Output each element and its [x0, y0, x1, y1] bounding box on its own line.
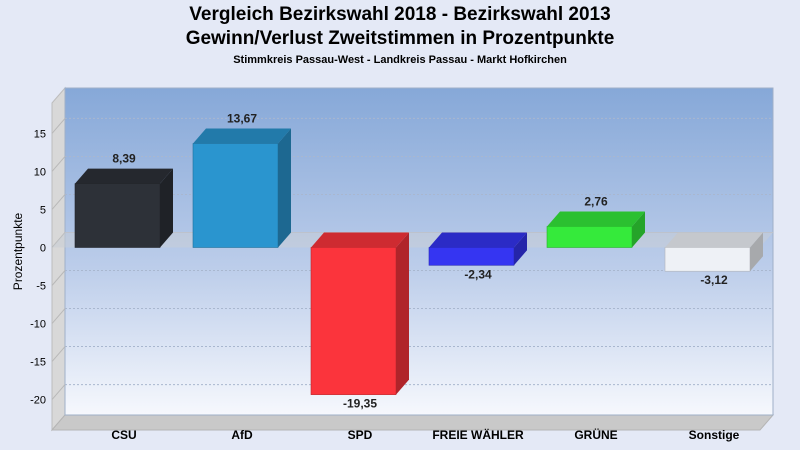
chart-subtitle-location: Stimmkreis Passau-West - Landkreis Passa…: [233, 54, 567, 66]
bar: [74, 183, 161, 248]
plot-floor: [50, 414, 775, 431]
bar: [664, 247, 751, 272]
gridline-side: [51, 308, 66, 324]
data-label: -19,35: [343, 397, 377, 411]
bar: [428, 247, 515, 266]
bar-side: [160, 168, 173, 248]
y-tick-label: -10: [30, 319, 46, 331]
bar-top: [547, 211, 645, 227]
x-tick-label: GRÜNE: [574, 427, 617, 442]
y-tick-label: 10: [34, 166, 46, 178]
y-tick-label: 15: [34, 128, 46, 140]
bar-side: [278, 128, 291, 248]
bar-side: [632, 211, 645, 248]
gridline-side: [51, 194, 66, 210]
y-tick-label: -15: [30, 357, 46, 369]
plot-back-wall: [64, 87, 774, 416]
data-label: 8,39: [112, 152, 136, 166]
bar-side: [514, 232, 527, 266]
data-label: 2,76: [584, 194, 608, 208]
gridline-side: [51, 118, 66, 134]
x-tick-label: Sonstige: [689, 428, 740, 442]
y-tick-label: 0: [40, 242, 46, 254]
y-tick-label: -5: [36, 281, 46, 293]
bar-top: [429, 232, 527, 248]
plot-side-wall: [51, 86, 66, 432]
bar-top: [311, 232, 409, 248]
bar: [192, 143, 279, 248]
data-label: 13,67: [227, 112, 257, 126]
y-tick-label: 5: [40, 204, 46, 216]
x-tick-label: CSU: [111, 428, 136, 442]
chart-subtitle: Gewinn/Verlust Zweitstimmen in Prozentpu…: [185, 28, 615, 49]
bar: [546, 226, 633, 248]
bar-top: [75, 168, 173, 184]
x-tick-label: AfD: [231, 428, 253, 442]
y-axis-label: Prozentpunkte: [11, 212, 25, 290]
x-tick-label: SPD: [348, 428, 373, 442]
gridline-side: [51, 384, 66, 400]
data-label: -2,34: [464, 267, 492, 281]
bar-side: [396, 232, 409, 395]
x-tick-label: FREIE WÄHLER: [432, 427, 524, 442]
bar-top: [665, 232, 763, 248]
y-tick-label: -20: [30, 395, 46, 407]
gridline-side: [51, 156, 66, 172]
bar-top: [193, 128, 291, 144]
gridline-side: [51, 270, 66, 286]
bar: [310, 247, 397, 395]
data-label: -3,12: [700, 273, 728, 287]
gridline-side: [51, 346, 66, 362]
chart-title: Vergleich Bezirkswahl 2018 - Bezirkswahl…: [189, 4, 611, 25]
bar-side: [750, 232, 763, 272]
